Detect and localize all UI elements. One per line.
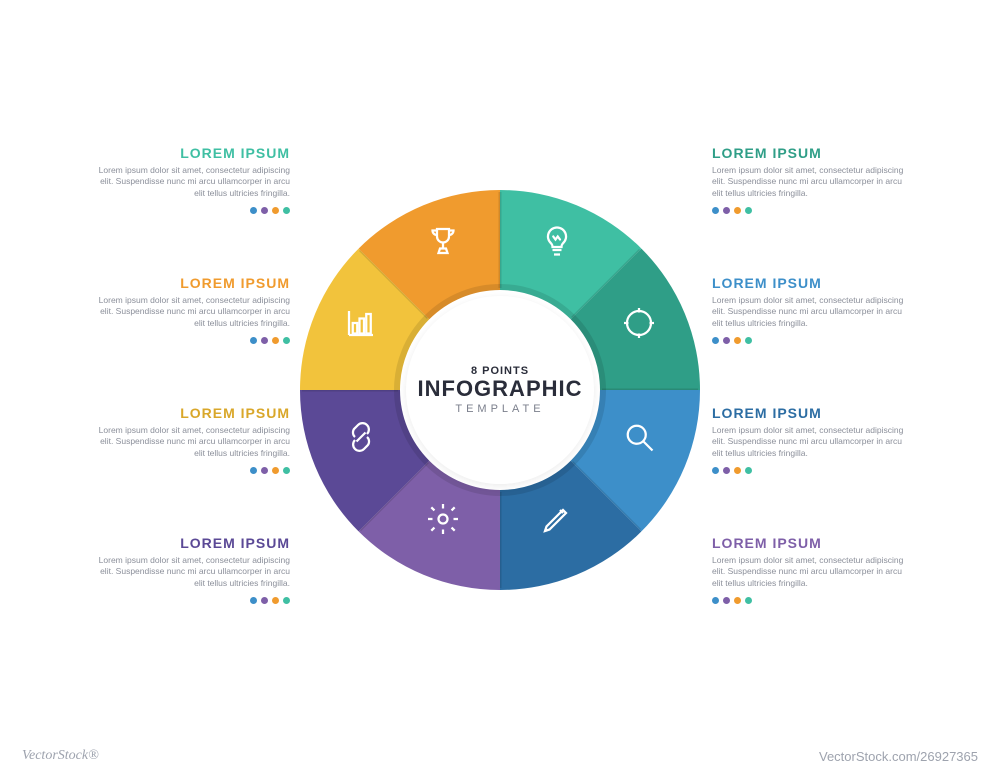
dot-icon <box>283 467 290 474</box>
info-block-body: Lorem ipsum dolor sit amet, consectetur … <box>95 295 290 329</box>
info-block-0: LOREM IPSUM Lorem ipsum dolor sit amet, c… <box>95 145 290 214</box>
info-block-dots <box>712 337 907 344</box>
dot-icon <box>723 597 730 604</box>
barchart-icon <box>343 305 379 341</box>
info-block-dots <box>95 337 290 344</box>
lightbulb-icon <box>539 223 575 259</box>
dot-icon <box>712 337 719 344</box>
dot-icon <box>723 207 730 214</box>
dot-icon <box>745 207 752 214</box>
dot-icon <box>250 207 257 214</box>
info-block-6: LOREM IPSUM Lorem ipsum dolor sit amet, c… <box>712 405 907 474</box>
dot-icon <box>272 467 279 474</box>
footer-id: VectorStock.com/26927365 <box>819 749 978 764</box>
center-title: INFOGRAPHIC <box>418 377 583 400</box>
info-block-dots <box>712 597 907 604</box>
info-block-title: LOREM IPSUM <box>95 535 290 551</box>
dot-icon <box>745 597 752 604</box>
link-icon <box>343 419 379 455</box>
info-block-body: Lorem ipsum dolor sit amet, consectetur … <box>712 425 907 459</box>
dot-icon <box>250 597 257 604</box>
info-block-title: LOREM IPSUM <box>95 145 290 161</box>
search-icon <box>621 419 657 455</box>
dot-icon <box>283 597 290 604</box>
dot-icon <box>745 467 752 474</box>
info-block-title: LOREM IPSUM <box>712 275 907 291</box>
dot-icon <box>272 337 279 344</box>
info-block-title: LOREM IPSUM <box>712 535 907 551</box>
gear-icon <box>425 501 461 537</box>
info-block-body: Lorem ipsum dolor sit amet, consectetur … <box>95 425 290 459</box>
dot-icon <box>734 597 741 604</box>
info-block-dots <box>95 467 290 474</box>
center-circle: 8 POINTS INFOGRAPHIC TEMPLATE <box>406 296 594 484</box>
dot-icon <box>283 207 290 214</box>
info-block-dots <box>95 207 290 214</box>
infographic-canvas: 8 POINTS INFOGRAPHIC TEMPLATE LOREM IPSU… <box>0 0 1000 780</box>
dot-icon <box>712 207 719 214</box>
dot-icon <box>723 467 730 474</box>
dot-icon <box>283 337 290 344</box>
dot-icon <box>734 337 741 344</box>
info-block-body: Lorem ipsum dolor sit amet, consectetur … <box>712 555 907 589</box>
dot-icon <box>745 337 752 344</box>
dot-icon <box>734 467 741 474</box>
info-block-1: LOREM IPSUM Lorem ipsum dolor sit amet, c… <box>95 275 290 344</box>
center-subtitle-bottom: TEMPLATE <box>455 403 544 415</box>
target-icon <box>621 305 657 341</box>
info-block-title: LOREM IPSUM <box>95 275 290 291</box>
dot-icon <box>723 337 730 344</box>
dot-icon <box>272 207 279 214</box>
dot-icon <box>250 337 257 344</box>
info-block-dots <box>712 207 907 214</box>
info-block-title: LOREM IPSUM <box>712 405 907 421</box>
footer-brand: VectorStock® <box>22 748 99 764</box>
pencil-icon <box>539 501 575 537</box>
info-block-dots <box>712 467 907 474</box>
info-block-4: LOREM IPSUM Lorem ipsum dolor sit amet, c… <box>712 145 907 214</box>
dot-icon <box>734 207 741 214</box>
dot-icon <box>712 597 719 604</box>
info-block-3: LOREM IPSUM Lorem ipsum dolor sit amet, c… <box>95 535 290 604</box>
info-block-title: LOREM IPSUM <box>712 145 907 161</box>
dot-icon <box>261 597 268 604</box>
dot-icon <box>272 597 279 604</box>
info-block-5: LOREM IPSUM Lorem ipsum dolor sit amet, c… <box>712 275 907 344</box>
info-block-body: Lorem ipsum dolor sit amet, consectetur … <box>95 165 290 199</box>
dot-icon <box>261 207 268 214</box>
info-block-7: LOREM IPSUM Lorem ipsum dolor sit amet, c… <box>712 535 907 604</box>
trophy-icon <box>425 223 461 259</box>
info-block-title: LOREM IPSUM <box>95 405 290 421</box>
info-block-body: Lorem ipsum dolor sit amet, consectetur … <box>712 295 907 329</box>
dot-icon <box>712 467 719 474</box>
info-block-body: Lorem ipsum dolor sit amet, consectetur … <box>95 555 290 589</box>
dot-icon <box>261 467 268 474</box>
info-block-dots <box>95 597 290 604</box>
info-block-2: LOREM IPSUM Lorem ipsum dolor sit amet, c… <box>95 405 290 474</box>
dot-icon <box>250 467 257 474</box>
dot-icon <box>261 337 268 344</box>
info-block-body: Lorem ipsum dolor sit amet, consectetur … <box>712 165 907 199</box>
